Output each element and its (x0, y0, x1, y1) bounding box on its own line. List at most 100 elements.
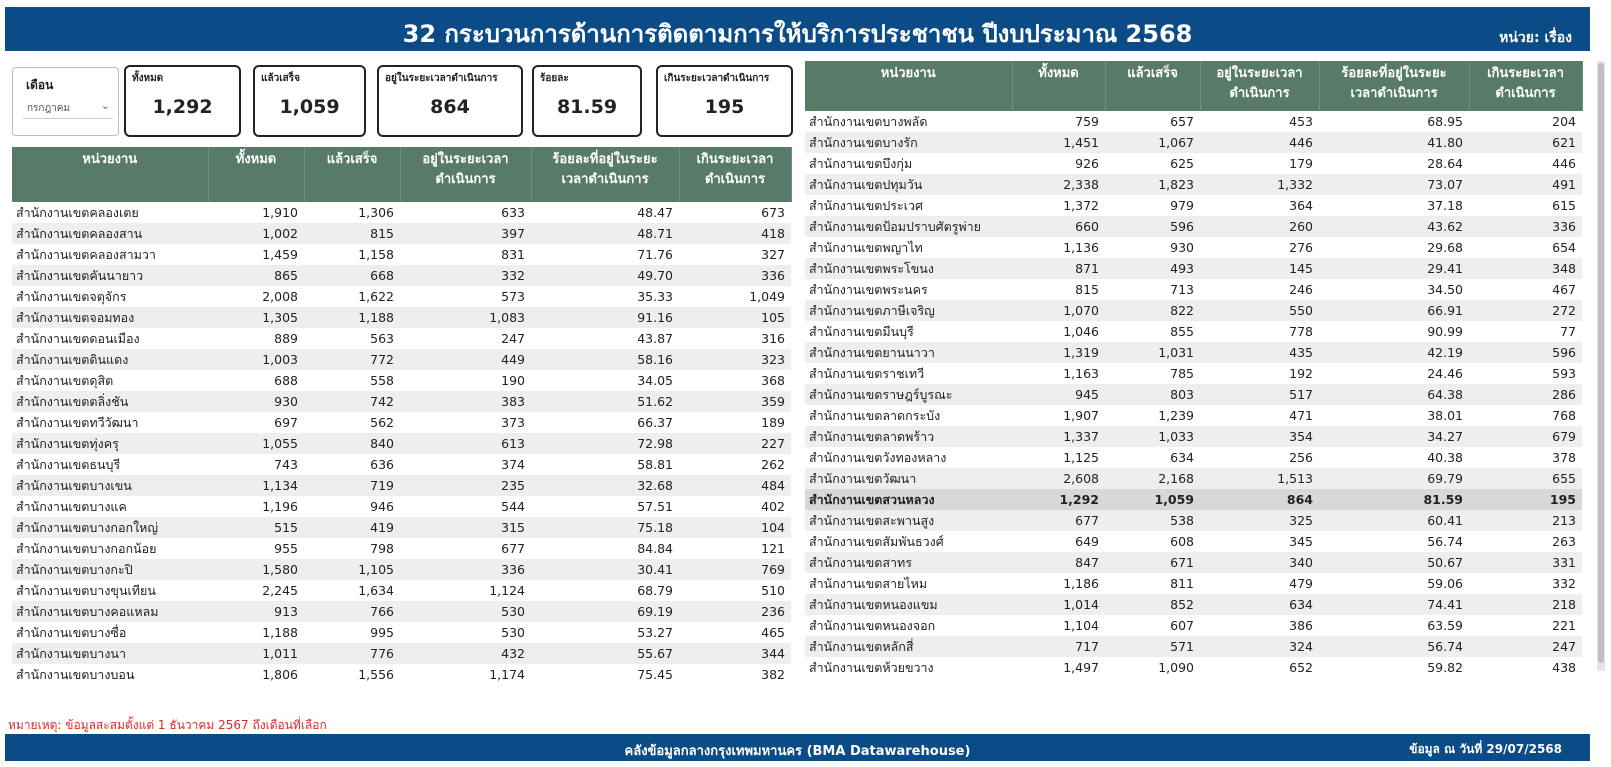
table-row[interactable]: สำนักงานเขตสายไหม 1,186 811 479 59.06 332 (805, 573, 1582, 594)
table-row[interactable]: สำนักงานเขตคลองเตย 1,910 1,306 633 48.47 673 (12, 202, 791, 223)
cell-value: 59.06 (1427, 576, 1463, 591)
table-row[interactable]: สำนักงานเขตคลองสาน 1,002 815 397 48.71 418 (12, 223, 791, 244)
cell-value: 348 (1469, 258, 1582, 279)
table-row[interactable]: สำนักงานเขตจอมทอง 1,305 1,188 1,083 91.16 105 (12, 307, 791, 328)
col-percent[interactable]: ร้อยละที่อยู่ในระยะ เวลาดำเนินการ (1319, 61, 1470, 111)
table-row[interactable]: สำนักงานเขตตลิ่งชัน 930 742 383 51.62 359 (12, 391, 791, 412)
cell-value: 260 (1200, 216, 1319, 237)
table-row[interactable]: สำนักงานเขตพระนคร 815 713 246 34.50 467 (805, 279, 1582, 300)
col-in-time[interactable]: อยู่ในระยะเวลา ดำเนินการ (1200, 61, 1320, 111)
cell-value: 1,622 (358, 289, 394, 304)
scrollbar-thumb[interactable] (1598, 63, 1604, 663)
table-row[interactable]: สำนักงานเขตภาษีเจริญ 1,070 822 550 66.91 272 (805, 300, 1582, 321)
cell-value: 913 (208, 601, 304, 622)
col-unit[interactable]: หน่วยงาน (12, 147, 209, 202)
table-row[interactable]: สำนักงานเขตป้อมปราบศัตรูพ่าย 660 596 260 43.… (805, 216, 1582, 237)
cell-value: 364 (1289, 198, 1313, 213)
table-row[interactable]: สำนักงานเขตมีนบุรี 1,046 855 778 90.99 77 (805, 321, 1582, 342)
cell-value: 1,033 (1105, 426, 1200, 447)
table-row[interactable]: สำนักงานเขตบางแค 1,196 946 544 57.51 402 (12, 496, 791, 517)
table-row[interactable]: สำนักงานเขตทวีวัฒนา 697 562 373 66.37 189 (12, 412, 791, 433)
col-overdue[interactable]: เกินระยะเวลา ดำเนินการ (679, 147, 792, 202)
table-row[interactable]: สำนักงานเขตดอนเมือง 889 563 247 43.87 316 (12, 328, 791, 349)
table-row[interactable]: สำนักงานเขตปทุมวัน 2,338 1,823 1,332 73.07 49… (805, 174, 1582, 195)
table-row[interactable]: สำนักงานเขตบางบอน 1,806 1,556 1,174 75.45 382 (12, 664, 791, 685)
table-row[interactable]: สำนักงานเขตวังทองหลาง 1,125 634 256 40.38 378 (805, 447, 1582, 468)
cell-value: 798 (370, 541, 394, 556)
cell-value: 325 (1200, 510, 1319, 531)
col-percent[interactable]: ร้อยละที่อยู่ในระยะ เวลาดำเนินการ (531, 147, 680, 202)
kpi-value: 1,292 (152, 96, 213, 118)
table-row[interactable]: สำนักงานเขตหลักสี่ 717 571 324 56.74 247 (805, 636, 1582, 657)
district-table-left-body: สำนักงานเขตคลองเตย 1,910 1,306 633 48.47 673 ส… (12, 202, 791, 685)
table-row[interactable]: สำนักงานเขตบางพลัด 759 657 453 68.95 204 (805, 111, 1582, 132)
table-row[interactable]: สำนักงานเขตราชเทวี 1,163 785 192 24.46 593 (805, 363, 1582, 384)
table-row[interactable]: สำนักงานเขตลาดพร้าว 1,337 1,033 354 34.27 679 (805, 426, 1582, 447)
table-row[interactable]: สำนักงานเขตจตุจักร 2,008 1,622 573 35.33 1,04… (12, 286, 791, 307)
col-in-time[interactable]: อยู่ในระยะเวลา ดำเนินการ (400, 147, 532, 202)
table-row[interactable]: สำนักงานเขตทุ่งครุ 1,055 840 613 72.98 227 (12, 433, 791, 454)
page-footer: คลังข้อมูลกลางกรุงเทพมหานคร (BMA Datawar… (5, 734, 1590, 761)
cell-unit: สำนักงานเขตหลักสี่ (805, 636, 1012, 657)
table-row[interactable]: สำนักงานเขตห้วยขวาง 1,497 1,090 652 59.82 438 (805, 657, 1582, 678)
cell-value: 2,608 (1012, 468, 1105, 489)
cell-value: 66.91 (1319, 300, 1469, 321)
cell-value: 571 (1105, 636, 1200, 657)
cell-value: 855 (1170, 324, 1194, 339)
month-filter[interactable]: เดือน กรกฎาคม ⌄ (12, 67, 119, 136)
table-row[interactable]: สำนักงานเขตคันนายาว 865 668 332 49.70 336 (12, 265, 791, 286)
table-row[interactable]: สำนักงานเขตบางคอแหลม 913 766 530 69.19 236 (12, 601, 791, 622)
table-row[interactable]: สำนักงานเขตพระโขนง 871 493 145 29.41 348 (805, 258, 1582, 279)
table-row[interactable]: สำนักงานเขตบางรัก 1,451 1,067 446 41.80 621 (805, 132, 1582, 153)
cell-value: 74.41 (1319, 594, 1469, 615)
table-row[interactable]: สำนักงานเขตหนองแขม 1,014 852 634 74.41 218 (805, 594, 1582, 615)
table-row[interactable]: สำนักงานเขตหนองจอก 1,104 607 386 63.59 221 (805, 615, 1582, 636)
cell-unit: สำนักงานเขตคลองสาน (12, 223, 208, 244)
table-row[interactable]: สำนักงานเขตดุสิต 688 558 190 34.05 368 (12, 370, 791, 391)
col-done[interactable]: แล้วเสร็จ (304, 147, 401, 202)
col-total[interactable]: ทั้งหมด (1012, 61, 1106, 111)
table-row[interactable]: สำนักงานเขตวัฒนา 2,608 2,168 1,513 69.79 655 (805, 468, 1582, 489)
table-row[interactable]: สำนักงานเขตบางขุนเทียน 2,245 1,634 1,124 68.… (12, 580, 791, 601)
cell-value: 1,046 (1063, 324, 1099, 339)
table-row[interactable]: สำนักงานเขตสวนหลวง 1,292 1,059 864 81.59 195 (805, 489, 1582, 510)
scrollbar[interactable] (1597, 61, 1605, 671)
month-select[interactable]: กรกฎาคม ⌄ (23, 97, 113, 119)
table-row[interactable]: สำนักงานเขตคลองสามวา 1,459 1,158 831 71.76 32… (12, 244, 791, 265)
cell-value: 471 (1289, 408, 1313, 423)
table-row[interactable]: สำนักงานเขตสัมพันธวงศ์ 649 608 345 56.74 263 (805, 531, 1582, 552)
cell-value: 926 (1075, 156, 1099, 171)
table-row[interactable]: สำนักงานเขตบางกอกใหญ่ 515 419 315 75.18 104 (12, 517, 791, 538)
table-row[interactable]: สำนักงานเขตราษฎร์บูรณะ 945 803 517 64.38 286 (805, 384, 1582, 405)
cell-value: 717 (1012, 636, 1105, 657)
table-row[interactable]: สำนักงานเขตลาดกระบัง 1,907 1,239 471 38.01 76… (805, 405, 1582, 426)
cell-value: 673 (761, 205, 785, 220)
table-row[interactable]: สำนักงานเขตธนบุรี 743 636 374 58.81 262 (12, 454, 791, 475)
col-in-time-line1: อยู่ในระยะเวลา (1216, 66, 1303, 81)
table-row[interactable]: สำนักงานเขตประเวศ 1,372 979 364 37.18 615 (805, 195, 1582, 216)
table-row[interactable]: สำนักงานเขตบางกะปิ 1,580 1,105 336 30.41 769 (12, 559, 791, 580)
kpi-card-in-time: อยู่ในระยะเวลาดำเนินการ 864 (377, 65, 523, 137)
table-row[interactable]: สำนักงานเขตสะพานสูง 677 538 325 60.41 213 (805, 510, 1582, 531)
table-row[interactable]: สำนักงานเขตบางกอกน้อย 955 798 677 84.84 121 (12, 538, 791, 559)
table-row[interactable]: สำนักงานเขตบางนา 1,011 776 432 55.67 344 (12, 643, 791, 664)
cell-value: 660 (1012, 216, 1105, 237)
table-row[interactable]: สำนักงานเขตบางซื่อ 1,188 995 530 53.27 465 (12, 622, 791, 643)
cell-value: 1,090 (1158, 660, 1194, 675)
cell-value: 50.67 (1319, 552, 1469, 573)
col-unit[interactable]: หน่วยงาน (805, 61, 1013, 111)
col-done[interactable]: แล้วเสร็จ (1105, 61, 1201, 111)
cell-value: 28.64 (1427, 156, 1463, 171)
chevron-down-icon[interactable]: ⌄ (100, 99, 110, 112)
cell-value: 596 (1105, 216, 1200, 237)
cell-value: 192 (1289, 366, 1313, 381)
table-row[interactable]: สำนักงานเขตยานนาวา 1,319 1,031 435 42.19 596 (805, 342, 1582, 363)
table-row[interactable]: สำนักงานเขตบางเขน 1,134 719 235 32.68 484 (12, 475, 791, 496)
table-row[interactable]: สำนักงานเขตพญาไท 1,136 930 276 29.68 654 (805, 237, 1582, 258)
table-row[interactable]: สำนักงานเขตสาทร 847 671 340 50.67 331 (805, 552, 1582, 573)
col-total[interactable]: ทั้งหมด (208, 147, 305, 202)
cell-value: 286 (1469, 384, 1582, 405)
col-overdue[interactable]: เกินระยะเวลา ดำเนินการ (1469, 61, 1583, 111)
table-row[interactable]: สำนักงานเขตบึงกุ่ม 926 625 179 28.64 446 (805, 153, 1582, 174)
table-row[interactable]: สำนักงานเขตดินแดง 1,003 772 449 58.16 323 (12, 349, 791, 370)
